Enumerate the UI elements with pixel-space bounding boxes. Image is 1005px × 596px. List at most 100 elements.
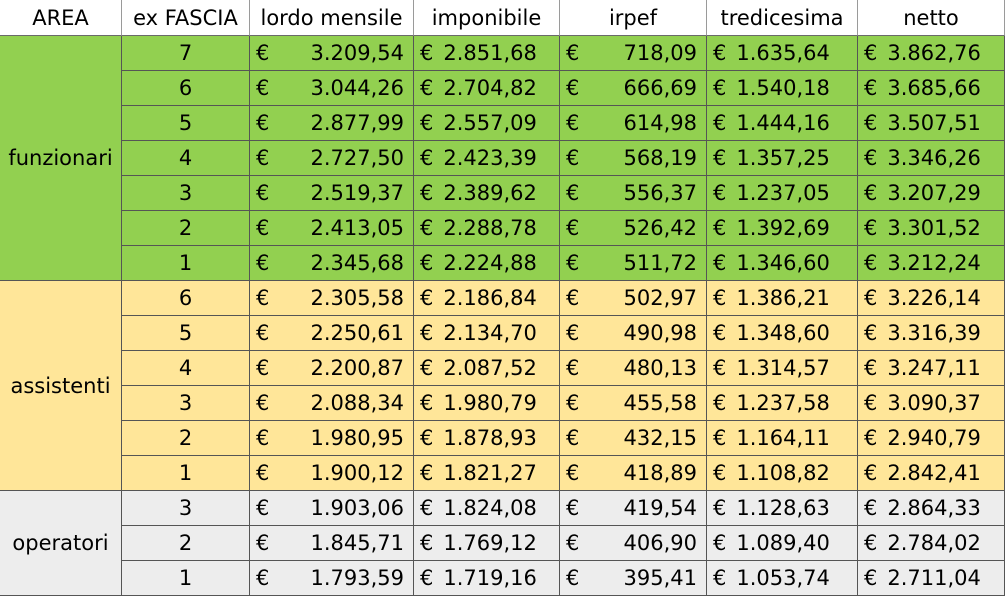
cell-irpef[interactable]: €406,90 [560, 526, 707, 561]
cell-irpef[interactable]: €418,89 [560, 456, 707, 491]
cell-imponibile[interactable]: €2.224,88 [414, 246, 560, 281]
cell-irpef[interactable]: €568,19 [560, 141, 707, 176]
cell-lordo[interactable]: €2.727,50 [250, 141, 414, 176]
cell-imponibile[interactable]: €1.878,93 [414, 421, 560, 456]
cell-imponibile[interactable]: €1.980,79 [414, 386, 560, 421]
cell-fascia[interactable]: 4 [122, 351, 250, 386]
header-irpef[interactable]: irpef [560, 0, 707, 36]
cell-tredicesima[interactable]: €1.346,60 [707, 246, 858, 281]
cell-lordo[interactable]: €1.900,12 [250, 456, 414, 491]
cell-fascia[interactable]: 2 [122, 526, 250, 561]
cell-irpef[interactable]: €614,98 [560, 106, 707, 141]
cell-fascia[interactable]: 7 [122, 36, 250, 71]
cell-netto[interactable]: €2.940,79 [858, 421, 1005, 456]
cell-imponibile[interactable]: €2.704,82 [414, 71, 560, 106]
cell-imponibile[interactable]: €2.851,68 [414, 36, 560, 71]
cell-netto[interactable]: €3.346,26 [858, 141, 1005, 176]
cell-irpef[interactable]: €455,58 [560, 386, 707, 421]
cell-netto[interactable]: €3.316,39 [858, 316, 1005, 351]
cell-netto[interactable]: €3.226,14 [858, 281, 1005, 316]
cell-irpef[interactable]: €556,37 [560, 176, 707, 211]
header-ex-fascia[interactable]: ex FASCIA [122, 0, 250, 36]
cell-lordo[interactable]: €1.793,59 [250, 561, 414, 596]
cell-fascia[interactable]: 1 [122, 561, 250, 596]
area-funzionari[interactable]: funzionari [0, 36, 122, 281]
cell-fascia[interactable]: 3 [122, 386, 250, 421]
header-imponibile[interactable]: imponibile [414, 0, 560, 36]
header-netto[interactable]: netto [858, 0, 1005, 36]
cell-tredicesima[interactable]: €1.237,58 [707, 386, 858, 421]
cell-tredicesima[interactable]: €1.089,40 [707, 526, 858, 561]
cell-fascia[interactable]: 5 [122, 106, 250, 141]
area-operatori[interactable]: operatori [0, 491, 122, 596]
cell-imponibile[interactable]: €1.769,12 [414, 526, 560, 561]
cell-lordo[interactable]: €3.209,54 [250, 36, 414, 71]
cell-irpef[interactable]: €718,09 [560, 36, 707, 71]
cell-tredicesima[interactable]: €1.053,74 [707, 561, 858, 596]
cell-fascia[interactable]: 3 [122, 491, 250, 526]
cell-imponibile[interactable]: €2.186,84 [414, 281, 560, 316]
cell-lordo[interactable]: €2.413,05 [250, 211, 414, 246]
cell-imponibile[interactable]: €2.087,52 [414, 351, 560, 386]
cell-irpef[interactable]: €432,15 [560, 421, 707, 456]
cell-lordo[interactable]: €2.305,58 [250, 281, 414, 316]
cell-imponibile[interactable]: €2.288,78 [414, 211, 560, 246]
cell-fascia[interactable]: 6 [122, 71, 250, 106]
cell-imponibile[interactable]: €1.821,27 [414, 456, 560, 491]
cell-lordo[interactable]: €2.519,37 [250, 176, 414, 211]
header-area[interactable]: AREA [0, 0, 122, 36]
cell-tredicesima[interactable]: €1.237,05 [707, 176, 858, 211]
cell-irpef[interactable]: €526,42 [560, 211, 707, 246]
cell-tredicesima[interactable]: €1.635,64 [707, 36, 858, 71]
cell-fascia[interactable]: 1 [122, 456, 250, 491]
cell-irpef[interactable]: €666,69 [560, 71, 707, 106]
cell-lordo[interactable]: €1.845,71 [250, 526, 414, 561]
cell-fascia[interactable]: 1 [122, 246, 250, 281]
cell-tredicesima[interactable]: €1.357,25 [707, 141, 858, 176]
cell-netto[interactable]: €3.685,66 [858, 71, 1005, 106]
cell-fascia[interactable]: 2 [122, 421, 250, 456]
cell-fascia[interactable]: 3 [122, 176, 250, 211]
cell-imponibile[interactable]: €2.557,09 [414, 106, 560, 141]
area-assistenti[interactable]: assistenti [0, 281, 122, 491]
cell-imponibile[interactable]: €2.134,70 [414, 316, 560, 351]
cell-tredicesima[interactable]: €1.314,57 [707, 351, 858, 386]
cell-netto[interactable]: €3.207,29 [858, 176, 1005, 211]
cell-lordo[interactable]: €2.345,68 [250, 246, 414, 281]
cell-tredicesima[interactable]: €1.392,69 [707, 211, 858, 246]
cell-netto[interactable]: €2.842,41 [858, 456, 1005, 491]
cell-fascia[interactable]: 5 [122, 316, 250, 351]
cell-lordo[interactable]: €2.200,87 [250, 351, 414, 386]
cell-tredicesima[interactable]: €1.108,82 [707, 456, 858, 491]
cell-irpef[interactable]: €490,98 [560, 316, 707, 351]
cell-irpef[interactable]: €502,97 [560, 281, 707, 316]
cell-irpef[interactable]: €419,54 [560, 491, 707, 526]
cell-imponibile[interactable]: €1.824,08 [414, 491, 560, 526]
cell-netto[interactable]: €3.301,52 [858, 211, 1005, 246]
cell-tredicesima[interactable]: €1.164,11 [707, 421, 858, 456]
cell-netto[interactable]: €2.864,33 [858, 491, 1005, 526]
cell-irpef[interactable]: €480,13 [560, 351, 707, 386]
cell-tredicesima[interactable]: €1.540,18 [707, 71, 858, 106]
cell-lordo[interactable]: €2.250,61 [250, 316, 414, 351]
cell-netto[interactable]: €3.862,76 [858, 36, 1005, 71]
cell-lordo[interactable]: €3.044,26 [250, 71, 414, 106]
cell-netto[interactable]: €3.212,24 [858, 246, 1005, 281]
cell-lordo[interactable]: €1.903,06 [250, 491, 414, 526]
cell-imponibile[interactable]: €1.719,16 [414, 561, 560, 596]
cell-lordo[interactable]: €1.980,95 [250, 421, 414, 456]
header-tredicesima[interactable]: tredicesima [707, 0, 858, 36]
cell-lordo[interactable]: €2.088,34 [250, 386, 414, 421]
cell-netto[interactable]: €3.507,51 [858, 106, 1005, 141]
cell-tredicesima[interactable]: €1.348,60 [707, 316, 858, 351]
cell-irpef[interactable]: €395,41 [560, 561, 707, 596]
cell-netto[interactable]: €2.784,02 [858, 526, 1005, 561]
cell-netto[interactable]: €3.247,11 [858, 351, 1005, 386]
cell-fascia[interactable]: 6 [122, 281, 250, 316]
cell-irpef[interactable]: €511,72 [560, 246, 707, 281]
cell-tredicesima[interactable]: €1.444,16 [707, 106, 858, 141]
cell-tredicesima[interactable]: €1.386,21 [707, 281, 858, 316]
header-lordo-mensile[interactable]: lordo mensile [250, 0, 414, 36]
cell-fascia[interactable]: 2 [122, 211, 250, 246]
cell-fascia[interactable]: 4 [122, 141, 250, 176]
